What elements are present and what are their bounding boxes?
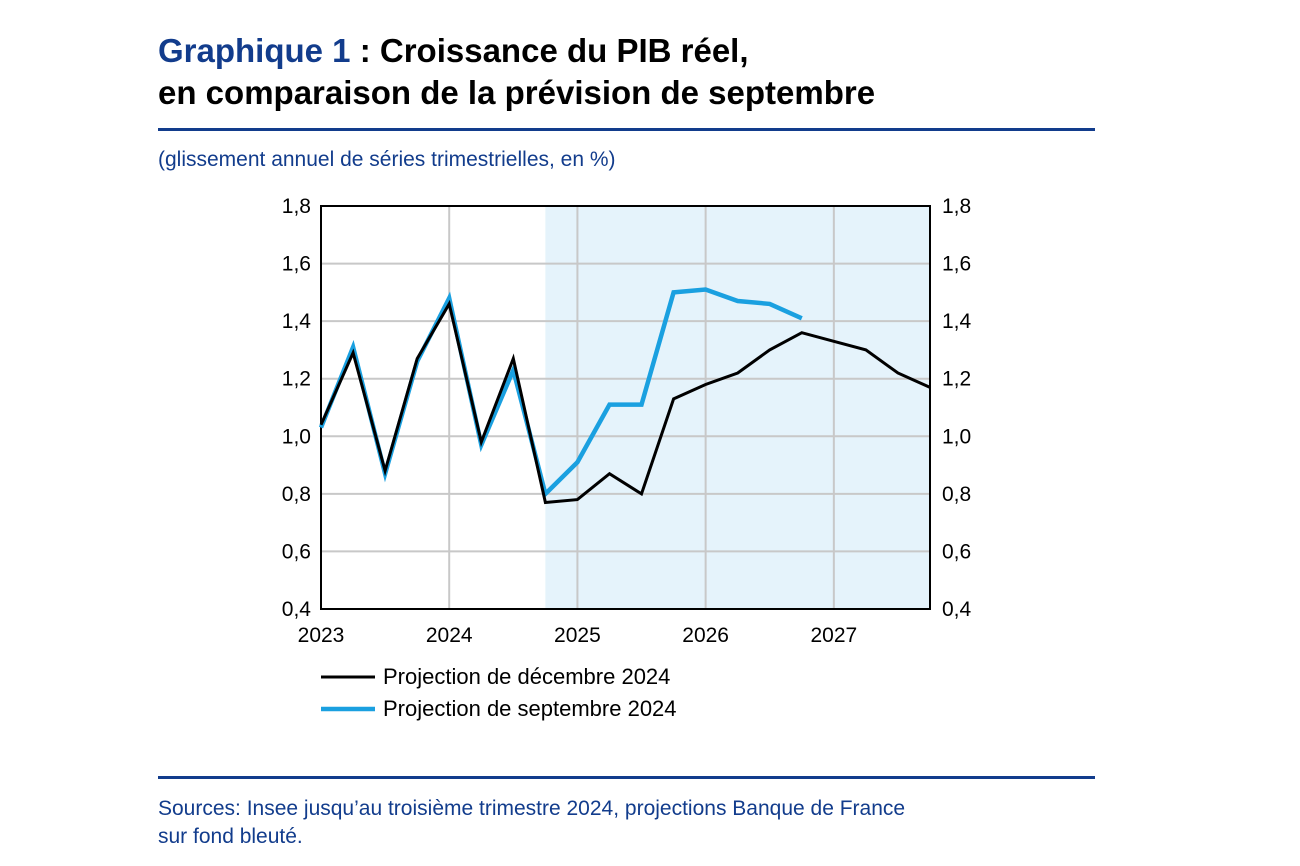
sources-note: Sources: Insee jusqu’au troisième trimes… <box>158 795 1118 851</box>
x-tick-label: 2027 <box>810 624 857 647</box>
chart-title-text-line2: en comparaison de la prévision de septem… <box>158 74 876 111</box>
chart-title-number: Graphique 1 <box>158 32 351 69</box>
plot-frame <box>320 205 931 610</box>
chart-title-text-line1: : Croissance du PIB réel, <box>350 32 749 69</box>
title-divider <box>158 128 1095 131</box>
y-tick-label-left: 0,8 <box>282 483 311 506</box>
y-tick-label-right: 0,6 <box>942 540 971 563</box>
y-tick-label-left: 0,4 <box>282 598 312 621</box>
y-tick-label-right: 1,4 <box>942 310 972 333</box>
projection-shading <box>545 206 930 609</box>
x-tick-label: 2026 <box>682 624 729 647</box>
chart-subtitle: (glissement annuel de séries trimestriel… <box>158 148 616 171</box>
x-tick-label: 2025 <box>554 624 601 647</box>
legend-label: Projection de décembre 2024 <box>383 664 670 689</box>
y-tick-label-right: 1,8 <box>942 195 971 218</box>
footer-divider <box>158 776 1095 779</box>
y-tick-label-left: 0,6 <box>282 540 311 563</box>
chart-title: Graphique 1 : Croissance du PIB réel, en… <box>158 30 1118 114</box>
x-tick-label: 2023 <box>298 624 345 647</box>
y-tick-label-left: 1,8 <box>282 195 311 218</box>
series-line-december <box>319 299 931 505</box>
sources-line-1: Sources: Insee jusqu’au troisième trimes… <box>158 797 906 820</box>
legend-label: Projection de septembre 2024 <box>383 696 677 721</box>
y-tick-label-right: 0,8 <box>942 483 971 506</box>
x-tick-label: 2024 <box>426 624 473 647</box>
y-tick-label-left: 1,4 <box>282 310 312 333</box>
y-tick-label-left: 1,0 <box>282 425 311 448</box>
y-tick-label-right: 1,2 <box>942 368 971 391</box>
y-tick-label-right: 1,6 <box>942 253 971 276</box>
y-tick-label-right: 0,4 <box>942 598 972 621</box>
y-tick-label-right: 1,0 <box>942 425 971 448</box>
sources-line-2: sur fond bleuté. <box>158 825 303 848</box>
y-tick-label-left: 1,6 <box>282 253 311 276</box>
y-tick-label-left: 1,2 <box>282 368 311 391</box>
